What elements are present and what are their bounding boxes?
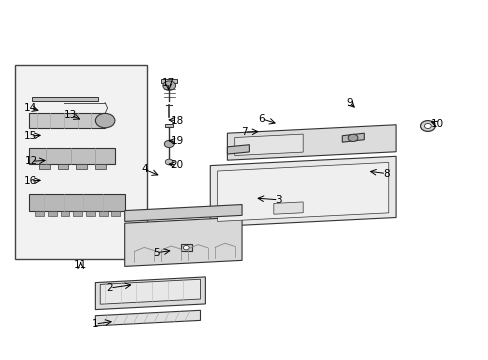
Circle shape bbox=[420, 121, 434, 131]
Polygon shape bbox=[342, 133, 364, 142]
Circle shape bbox=[165, 159, 173, 165]
Circle shape bbox=[95, 113, 115, 128]
Polygon shape bbox=[210, 156, 395, 227]
Text: 11: 11 bbox=[74, 260, 87, 270]
Text: 10: 10 bbox=[430, 119, 443, 129]
Text: 8: 8 bbox=[382, 168, 389, 179]
Polygon shape bbox=[273, 202, 303, 214]
Polygon shape bbox=[32, 97, 98, 101]
Polygon shape bbox=[61, 211, 69, 216]
Text: 9: 9 bbox=[346, 98, 352, 108]
Circle shape bbox=[424, 123, 430, 129]
Text: 20: 20 bbox=[170, 160, 183, 170]
Polygon shape bbox=[29, 113, 105, 128]
Polygon shape bbox=[39, 164, 50, 169]
Bar bbox=[181, 244, 191, 251]
Text: 13: 13 bbox=[64, 110, 78, 120]
Text: 5: 5 bbox=[153, 248, 160, 258]
Polygon shape bbox=[58, 164, 68, 169]
Polygon shape bbox=[227, 145, 249, 154]
Polygon shape bbox=[100, 279, 200, 304]
Polygon shape bbox=[29, 194, 124, 211]
Text: 19: 19 bbox=[170, 136, 183, 147]
Circle shape bbox=[164, 140, 174, 148]
Bar bbox=[15, 65, 146, 259]
Text: 7: 7 bbox=[241, 127, 247, 137]
Text: 17: 17 bbox=[162, 78, 175, 88]
Text: 2: 2 bbox=[106, 283, 113, 293]
Polygon shape bbox=[95, 164, 105, 169]
Polygon shape bbox=[124, 217, 242, 266]
Polygon shape bbox=[29, 148, 115, 164]
Polygon shape bbox=[48, 211, 57, 216]
Polygon shape bbox=[76, 164, 87, 169]
Text: 12: 12 bbox=[25, 156, 39, 166]
Polygon shape bbox=[95, 277, 205, 310]
Polygon shape bbox=[99, 211, 107, 216]
Text: 18: 18 bbox=[170, 116, 183, 126]
Polygon shape bbox=[35, 211, 44, 216]
Text: 14: 14 bbox=[23, 103, 37, 113]
Text: 15: 15 bbox=[23, 131, 37, 141]
Polygon shape bbox=[95, 310, 200, 326]
Polygon shape bbox=[111, 211, 120, 216]
Polygon shape bbox=[124, 204, 242, 221]
Circle shape bbox=[347, 134, 357, 141]
Bar bbox=[165, 124, 173, 127]
Polygon shape bbox=[227, 125, 395, 160]
Text: 6: 6 bbox=[258, 114, 264, 124]
Polygon shape bbox=[161, 79, 177, 83]
Text: 16: 16 bbox=[23, 176, 37, 186]
Polygon shape bbox=[73, 211, 82, 216]
Text: 1: 1 bbox=[92, 319, 99, 329]
Text: 4: 4 bbox=[141, 164, 147, 174]
Polygon shape bbox=[86, 211, 95, 216]
Polygon shape bbox=[234, 134, 303, 156]
Text: 3: 3 bbox=[275, 195, 282, 205]
Polygon shape bbox=[217, 162, 388, 221]
Circle shape bbox=[163, 81, 175, 90]
Circle shape bbox=[183, 246, 189, 250]
